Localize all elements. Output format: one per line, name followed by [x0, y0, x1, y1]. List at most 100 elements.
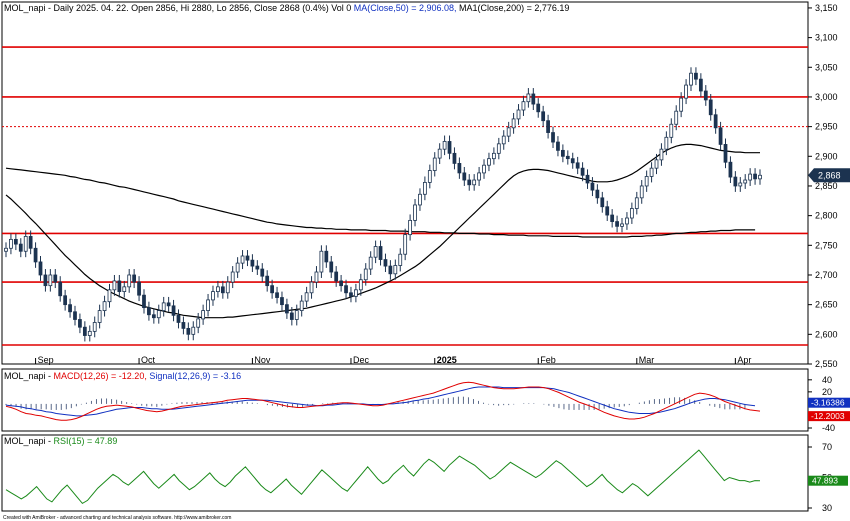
- last-price-label: 2,868: [818, 170, 841, 180]
- candle-body: [285, 304, 289, 314]
- candlesticks: [4, 67, 762, 342]
- rsi-label: RSI(15) = 47.89: [54, 436, 118, 446]
- candle-body: [432, 157, 437, 171]
- candle-body: [255, 265, 260, 270]
- candle-body: [191, 326, 196, 335]
- time-tick-label: Sep: [38, 355, 54, 365]
- candle-body: [575, 162, 580, 169]
- candle-body: [388, 265, 393, 275]
- candle-body: [117, 280, 122, 292]
- macd-value-label: -12.2003: [811, 411, 845, 421]
- candle-body: [684, 84, 688, 99]
- candle-body: [694, 72, 698, 80]
- candle-body: [73, 311, 77, 320]
- candle-body: [304, 292, 309, 302]
- candle-body: [536, 103, 541, 113]
- candle-body: [314, 271, 319, 283]
- candle-body: [580, 167, 585, 176]
- candle-body: [43, 274, 48, 287]
- time-axis: Sep Oct Nov Dec 2025 Feb Mar Apr: [35, 355, 751, 365]
- candle-body: [610, 214, 615, 222]
- candle-body: [53, 274, 58, 283]
- candle-body: [496, 143, 501, 154]
- price-tick-label: 2,600: [815, 329, 838, 339]
- candle-body: [206, 299, 210, 311]
- candle-body: [556, 141, 560, 151]
- candle-body: [403, 234, 408, 255]
- candle-body: [659, 148, 664, 161]
- candle-body: [743, 179, 748, 184]
- candle-body: [186, 327, 191, 335]
- candle-body: [383, 259, 388, 267]
- candle-body: [122, 286, 127, 292]
- candle-body: [723, 144, 728, 163]
- candle-body: [625, 217, 629, 225]
- candle-body: [408, 219, 412, 236]
- candle-body: [600, 197, 605, 208]
- candle-body: [280, 297, 284, 306]
- candle-body: [211, 291, 215, 301]
- candle-body: [521, 101, 526, 111]
- price-tick-label: 3,100: [815, 33, 838, 43]
- candle-body: [649, 167, 654, 177]
- candle-body: [501, 135, 506, 145]
- candle-body: [329, 261, 334, 273]
- candle-body: [427, 170, 432, 183]
- candle-body: [166, 302, 171, 307]
- moving-averages: [5, 143, 760, 319]
- candle-body: [546, 120, 550, 133]
- rsi-header: MOL_napi - RSI(15) = 47.89: [4, 436, 117, 446]
- price-tick-label: 2,550: [815, 359, 838, 369]
- candle-body: [560, 149, 565, 157]
- price-header-info: MOL_napi - Daily 2025. 04. 22. Open 2856…: [4, 3, 354, 13]
- last-price-tag: [808, 168, 850, 183]
- candle-body: [698, 78, 703, 92]
- candle-body: [275, 292, 279, 298]
- candle-body: [216, 286, 220, 292]
- candle-body: [526, 93, 531, 103]
- candle-body: [664, 136, 669, 150]
- time-tick-label: 2025: [437, 355, 457, 365]
- time-tick-label: Oct: [141, 355, 156, 365]
- candle-body: [339, 280, 343, 287]
- candle-body: [28, 236, 33, 249]
- candle-body: [442, 141, 447, 150]
- ma50-label: MA(Close,50) = 2,906.08,: [354, 3, 457, 13]
- candle-body: [748, 173, 753, 181]
- signal-value-box: [808, 397, 850, 408]
- candle-body: [299, 300, 304, 311]
- candle-body: [112, 280, 117, 291]
- price-tick-label: 3,000: [815, 92, 838, 102]
- candle-body: [132, 274, 137, 283]
- candle-body: [452, 152, 457, 164]
- candle-body: [147, 307, 151, 316]
- candle-body: [457, 163, 462, 174]
- candle-body: [294, 310, 299, 320]
- candle-body: [63, 295, 68, 306]
- candle-body: [4, 247, 8, 252]
- candle-body: [615, 221, 619, 227]
- candle-body: [68, 304, 72, 313]
- candle-body: [319, 250, 324, 273]
- candle-body: [102, 301, 107, 311]
- time-tick-label: Dec: [353, 355, 370, 365]
- candle-body: [570, 158, 575, 164]
- candle-body: [235, 262, 240, 273]
- candle-body: [585, 174, 590, 184]
- candle-body: [334, 271, 339, 282]
- candle-body: [87, 330, 92, 336]
- candle-body: [393, 265, 398, 275]
- candle-body: [344, 285, 348, 294]
- price-tick-label: 2,750: [815, 240, 838, 250]
- rsi-tick-label: 70: [822, 442, 832, 452]
- price-tick-label: 2,900: [815, 151, 838, 161]
- macd-value-box: [808, 411, 850, 422]
- price-tick-label: 2,800: [815, 211, 838, 221]
- candle-body: [171, 305, 176, 316]
- candle-body: [506, 127, 511, 137]
- candle-body: [718, 127, 723, 145]
- candle-body: [639, 185, 644, 199]
- candle-body: [516, 109, 521, 120]
- candle-body: [477, 172, 481, 181]
